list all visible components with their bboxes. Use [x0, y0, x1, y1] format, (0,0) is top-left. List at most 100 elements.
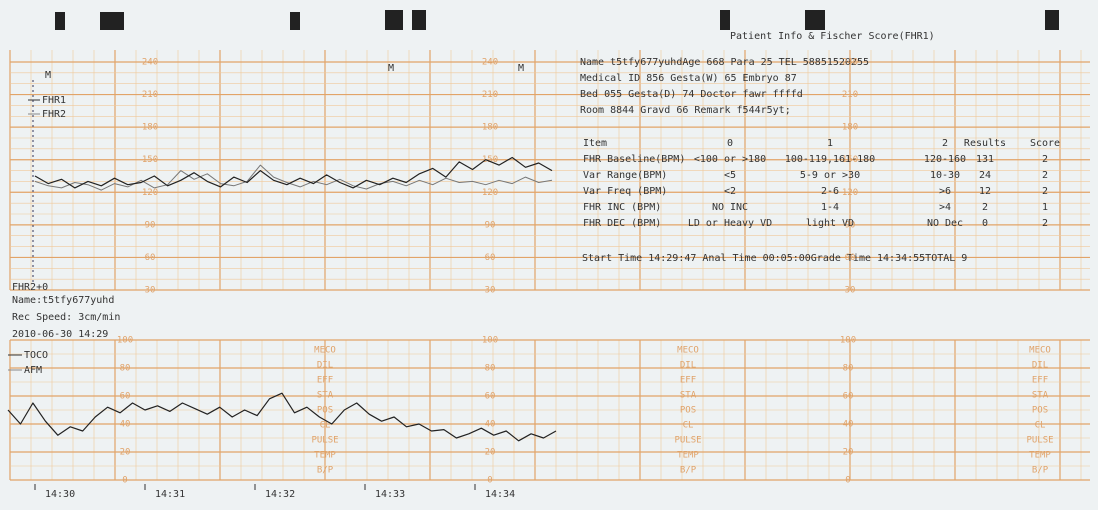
status-label: STA	[680, 391, 697, 401]
status-label: CL	[1035, 421, 1046, 431]
table-cell: 1	[1042, 202, 1048, 213]
scale-label: 90	[485, 220, 496, 230]
status-label: TEMP	[1029, 451, 1051, 461]
legend-label: FHR1	[42, 95, 66, 106]
table-cell: 2	[1042, 170, 1048, 181]
time-label: 14:32	[265, 489, 295, 500]
scale-label: 30	[845, 286, 856, 296]
table-cell: FHR Baseline(BPM)	[583, 154, 685, 165]
scale-label: 180	[142, 123, 158, 133]
status-label: POS	[680, 406, 696, 416]
scale-label: 120	[842, 188, 858, 198]
table-cell: 2	[982, 202, 988, 213]
table-cell: Var Freq (BPM)	[583, 186, 667, 197]
table-cell: >6	[939, 186, 951, 197]
info-line: Room 8844 Gravd 66 Remark f544r5yt;	[580, 105, 791, 116]
table-cell: 0	[982, 218, 988, 229]
scale-label: 20	[120, 448, 131, 458]
status-label: MECO	[1029, 346, 1051, 356]
scale-label: 240	[482, 58, 498, 68]
table-cell: 5-9 or >30	[800, 170, 860, 181]
status-label: B/P	[680, 466, 697, 476]
table-cell: <5	[724, 170, 736, 181]
table-cell: light VD	[806, 218, 854, 229]
status-label: MECO	[677, 346, 699, 356]
table-cell: 2	[1042, 218, 1048, 229]
marker: M	[45, 70, 51, 81]
scale-label: 120	[142, 188, 158, 198]
table-cell: 2-6	[821, 186, 839, 197]
panel-title: Patient Info & Fischer Score(FHR1)	[730, 31, 935, 42]
table-cell: NO Dec	[927, 218, 963, 229]
table-cell: 2	[1042, 186, 1048, 197]
scale-label: 60	[485, 392, 496, 402]
table-cell: Var Range(BPM)	[583, 170, 667, 181]
scale-label: 100	[117, 336, 133, 346]
scale-label: 60	[845, 253, 856, 263]
table-cell: FHR INC (BPM)	[583, 202, 661, 213]
table-cell: 10-30	[930, 170, 960, 181]
scale-label: 60	[485, 253, 496, 263]
scale-label: 20	[485, 448, 496, 458]
table-header: 2	[942, 138, 948, 149]
status-label: PULSE	[674, 436, 701, 446]
scale-label: 240	[142, 58, 158, 68]
status-label: TEMP	[314, 451, 336, 461]
scale-label: 120	[482, 188, 498, 198]
table-header: Score	[1030, 138, 1060, 149]
ctg-sheet: Patient Info & Fischer Score(FHR1) M M M…	[0, 0, 1098, 510]
scale-label: 90	[145, 220, 156, 230]
table-cell: 2	[1042, 154, 1048, 165]
info-line: Name t5tfy677yuhdAge 668 Para 25 TEL 588…	[580, 57, 869, 68]
time-label: 14:30	[45, 489, 75, 500]
status-label: STA	[1032, 391, 1049, 401]
status-label: POS	[317, 406, 333, 416]
record-info: Rec Speed: 3cm/min	[12, 312, 120, 323]
time-label: 14:33	[375, 489, 405, 500]
table-cell: 12	[979, 186, 991, 197]
table-header: 0	[727, 138, 733, 149]
table-cell: 120-160	[924, 154, 966, 165]
scale-label: 210	[142, 90, 158, 100]
scale-label: 30	[145, 286, 156, 296]
offset-label: FHR2+0	[12, 282, 48, 293]
scale-label: 180	[482, 123, 498, 133]
scale-label: 80	[485, 364, 496, 374]
legend-label: AFM	[24, 365, 42, 376]
table-cell: >4	[939, 202, 951, 213]
table-cell: <2	[724, 186, 736, 197]
marker: M	[388, 63, 394, 74]
scale-label: 60	[120, 392, 131, 402]
scale-label: 0	[845, 476, 850, 486]
scale-label: 100	[482, 336, 498, 346]
table-cell: FHR DEC (BPM)	[583, 218, 661, 229]
status-label: STA	[317, 391, 334, 401]
table-header: Results	[964, 138, 1006, 149]
scale-label: 40	[485, 420, 496, 430]
status-label: PULSE	[1026, 436, 1053, 446]
status-label: B/P	[317, 466, 334, 476]
table-cell: 100-119,161-180	[785, 154, 875, 165]
scale-label: 80	[843, 364, 854, 374]
scale-label: 60	[843, 392, 854, 402]
status-label: EFF	[680, 376, 696, 386]
status-label: PULSE	[311, 436, 338, 446]
table-header: 1	[827, 138, 833, 149]
marker: M	[518, 63, 524, 74]
scale-label: 40	[843, 420, 854, 430]
record-info: 2010-06-30 14:29	[12, 329, 108, 340]
scale-label: 150	[142, 155, 158, 165]
scale-label: 0	[122, 476, 127, 486]
table-cell: 24	[979, 170, 991, 181]
legend-label: FHR2	[42, 109, 66, 120]
info-line: Bed 055 Gesta(D) 74 Doctor fawr ffffd	[580, 89, 803, 100]
scale-label: 30	[485, 286, 496, 296]
status-label: TEMP	[677, 451, 699, 461]
scale-label: 100	[840, 336, 856, 346]
time-label: 14:34	[485, 489, 515, 500]
status-label: CL	[683, 421, 694, 431]
table-cell: NO INC	[712, 202, 748, 213]
record-info: Name:t5tfy677yuhd	[12, 295, 114, 306]
status-label: EFF	[317, 376, 333, 386]
table-header: Item	[583, 138, 607, 149]
